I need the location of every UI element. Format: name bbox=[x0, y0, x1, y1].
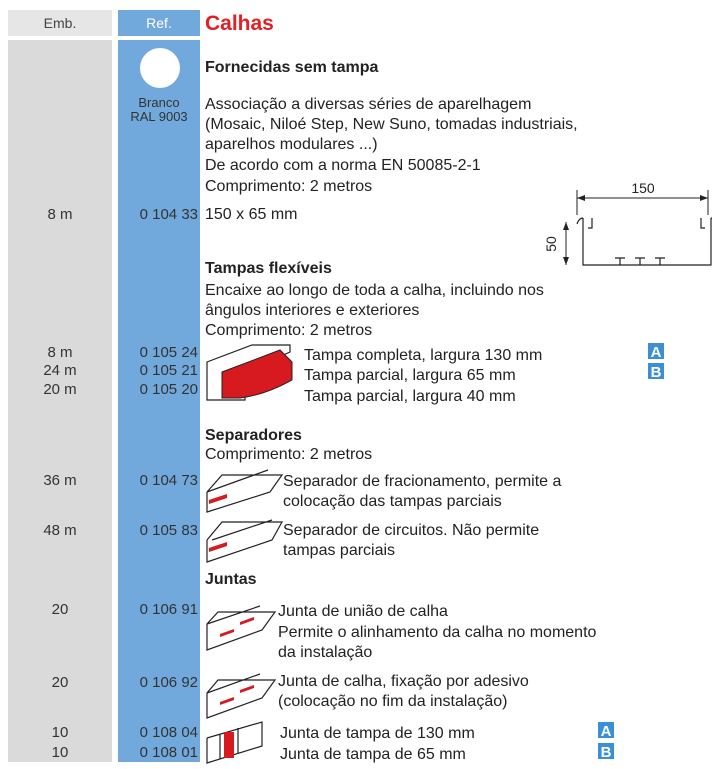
note: Comprimento: 2 metros bbox=[205, 178, 372, 195]
desc: da instalação bbox=[278, 644, 372, 661]
badge bbox=[648, 363, 664, 379]
ref: 0 106 91 bbox=[140, 601, 198, 618]
desc: 150 x 65 mm bbox=[205, 206, 297, 223]
badge-label: B bbox=[651, 364, 662, 381]
desc: Separador de fracionamento, permite a bbox=[283, 473, 561, 490]
ref: 0 105 24 bbox=[140, 344, 198, 361]
desc: Junta de tampa de 130 mm bbox=[280, 725, 475, 742]
desc: Junta de união de calha bbox=[278, 603, 448, 620]
note: Comprimento: 2 metros bbox=[205, 446, 372, 463]
emb: 10 bbox=[52, 744, 69, 761]
ref-column bbox=[118, 10, 200, 762]
finish-code: RAL 9003 bbox=[130, 109, 187, 124]
dim-width: 150 bbox=[631, 180, 655, 196]
finish-name: Branco bbox=[138, 95, 179, 110]
section-title: Fornecidas sem tampa bbox=[205, 59, 379, 76]
desc: tampas parciais bbox=[283, 542, 395, 559]
note: (Mosaic, Niloé Step, New Suno, tomadas i… bbox=[205, 116, 578, 133]
note: Comprimento: 2 metros bbox=[205, 322, 372, 339]
section-title: Juntas bbox=[205, 571, 257, 588]
emb: 20 bbox=[52, 674, 69, 691]
note: ângulos interiores e exteriores bbox=[205, 302, 419, 319]
desc: Permite o alinhamento da calha no moment… bbox=[278, 624, 597, 641]
section-title: Separadores bbox=[205, 427, 302, 444]
ref: 0 108 04 bbox=[140, 724, 198, 741]
emb: 10 bbox=[52, 724, 69, 741]
emb-header: Emb. bbox=[44, 15, 77, 31]
note: Encaixe ao longo de toda a calha, inclui… bbox=[205, 282, 544, 299]
note: De acordo com a norma EN 50085-2-1 bbox=[205, 157, 481, 174]
color-swatch bbox=[140, 48, 180, 88]
cover-icon bbox=[206, 344, 293, 401]
badge-label: A bbox=[601, 723, 612, 740]
dim-height: 50 bbox=[543, 236, 559, 252]
desc: Junta de tampa de 65 mm bbox=[280, 746, 466, 763]
emb: 36 m bbox=[43, 472, 76, 489]
section-title: Tampas flexíveis bbox=[205, 260, 332, 277]
ref: 0 108 01 bbox=[140, 744, 198, 761]
ref: 0 105 83 bbox=[140, 522, 198, 539]
desc: Tampa parcial, largura 65 mm bbox=[304, 367, 516, 384]
badge-label: A bbox=[651, 344, 662, 361]
desc: colocação das tampas parciais bbox=[283, 493, 502, 510]
badge bbox=[598, 722, 614, 738]
ref: 0 104 33 bbox=[140, 206, 198, 223]
ref-header: Ref. bbox=[146, 15, 172, 31]
ref: 0 104 73 bbox=[140, 472, 198, 489]
emb: 20 bbox=[52, 601, 69, 618]
ref: 0 105 21 bbox=[140, 362, 198, 379]
note: Associação a diversas séries de aparelha… bbox=[205, 96, 531, 113]
ref: 0 105 20 bbox=[140, 381, 198, 398]
badge bbox=[598, 743, 614, 759]
page-title: Calhas bbox=[205, 12, 274, 35]
desc: Junta de calha, fixação por adesivo bbox=[278, 673, 529, 690]
separator-icon bbox=[206, 469, 284, 563]
badge bbox=[648, 343, 664, 359]
desc: Tampa parcial, largura 40 mm bbox=[304, 388, 516, 405]
ref: 0 106 92 bbox=[140, 674, 198, 691]
emb-header-bg bbox=[8, 10, 112, 36]
emb: 20 m bbox=[43, 381, 76, 398]
emb: 24 m bbox=[43, 362, 76, 379]
emb-column bbox=[8, 40, 112, 762]
emb: 8 m bbox=[47, 206, 72, 223]
profile-diagram bbox=[563, 190, 712, 266]
desc: Separador de circuitos. Não permite bbox=[283, 522, 539, 539]
emb: 8 m bbox=[47, 344, 72, 361]
desc: (colocação no fim da instalação) bbox=[278, 693, 507, 710]
desc: Tampa completa, largura 130 mm bbox=[304, 347, 542, 364]
note: aparelhos modulares ...) bbox=[205, 136, 378, 153]
emb: 48 m bbox=[43, 522, 76, 539]
ref-gap bbox=[118, 36, 200, 40]
joint-icon bbox=[206, 605, 277, 764]
badge-label: B bbox=[601, 744, 612, 761]
